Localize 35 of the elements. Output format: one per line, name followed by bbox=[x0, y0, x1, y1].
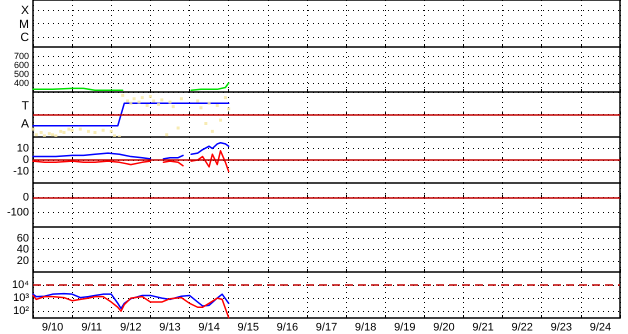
x-tick-label: 9/14 bbox=[198, 322, 220, 334]
text: T bbox=[22, 98, 30, 112]
x-tick-label: 9/22 bbox=[511, 322, 533, 334]
x-tick-label: 9/13 bbox=[159, 322, 181, 334]
y-tick-label: 400 bbox=[14, 78, 29, 88]
y-tick-label: 0 bbox=[22, 192, 29, 204]
y-tick-label: 60 bbox=[16, 232, 29, 244]
y-tick-label: 600 bbox=[14, 60, 29, 70]
x-tick-label: 9/20 bbox=[433, 322, 455, 334]
x-tick-label: 9/12 bbox=[120, 322, 142, 334]
x-tick-label: 9/18 bbox=[354, 322, 376, 334]
y-tick-label: 0 bbox=[22, 154, 29, 166]
x-tick-label: 9/15 bbox=[238, 322, 259, 334]
y-tick-label: -100 bbox=[6, 206, 29, 218]
text: A bbox=[20, 116, 29, 130]
y-tick-label: 500 bbox=[14, 69, 29, 79]
y-tick-label: 700 bbox=[14, 51, 29, 61]
x-tick-label: 9/16 bbox=[276, 322, 298, 334]
y-tick-label: 10³ bbox=[13, 292, 30, 304]
text: M bbox=[19, 16, 29, 30]
x-tick-label: 9/23 bbox=[550, 322, 572, 334]
y-tick-label: 40 bbox=[16, 244, 29, 256]
text: X bbox=[20, 3, 29, 18]
y-tick-label: 20 bbox=[16, 254, 29, 267]
y-tick-label: 10² bbox=[13, 305, 30, 318]
x-tick-label: 9/21 bbox=[472, 322, 494, 334]
y-tick-label: 10 bbox=[16, 142, 29, 154]
x-tick-label: 9/24 bbox=[590, 322, 612, 334]
text: C bbox=[20, 30, 29, 44]
y-tick-label: -10 bbox=[13, 166, 29, 178]
y-tick-label: 10⁴ bbox=[12, 279, 30, 292]
x-tick-label: 9/19 bbox=[394, 322, 416, 334]
x-tick-label: 9/10 bbox=[42, 322, 64, 334]
x-tick-label: 9/17 bbox=[316, 322, 338, 334]
x-tick-label: 9/11 bbox=[81, 322, 102, 334]
